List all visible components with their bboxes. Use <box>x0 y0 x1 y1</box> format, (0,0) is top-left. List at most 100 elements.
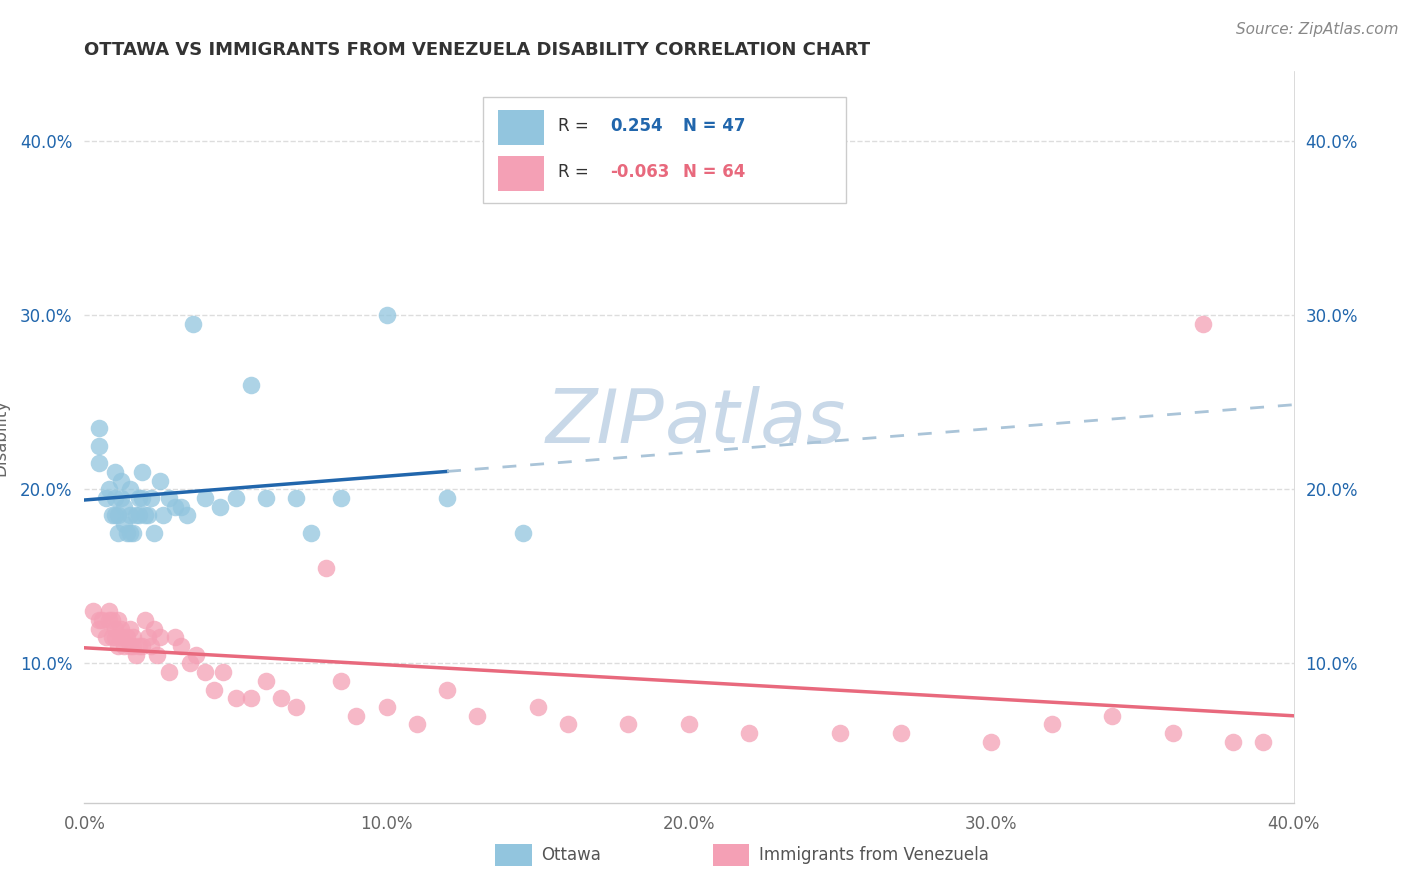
Point <box>107 508 129 523</box>
Point <box>104 508 127 523</box>
Text: OTTAWA VS IMMIGRANTS FROM VENEZUELA DISABILITY CORRELATION CHART: OTTAWA VS IMMIGRANTS FROM VENEZUELA DISA… <box>84 41 870 59</box>
Point <box>890 726 912 740</box>
Point <box>118 622 141 636</box>
Point <box>139 639 162 653</box>
Point <box>110 622 132 636</box>
Point <box>100 508 122 523</box>
Point <box>107 639 129 653</box>
Text: N = 47: N = 47 <box>683 117 745 136</box>
Point <box>82 604 104 618</box>
Point <box>179 657 201 671</box>
Point <box>118 483 141 497</box>
Point <box>128 508 150 523</box>
Point <box>170 639 193 653</box>
Point <box>112 500 135 514</box>
Point <box>1253 735 1275 749</box>
Point <box>285 491 308 505</box>
Point <box>118 525 141 540</box>
Point <box>346 708 368 723</box>
Point <box>89 613 111 627</box>
Point <box>146 648 169 662</box>
Point <box>128 639 150 653</box>
Point <box>406 717 429 731</box>
Text: -0.063: -0.063 <box>610 163 669 181</box>
Point <box>121 631 143 645</box>
Point <box>181 317 204 331</box>
Point <box>1161 726 1184 740</box>
Point <box>330 491 353 505</box>
Point <box>149 631 172 645</box>
Point <box>121 639 143 653</box>
Point <box>104 465 127 479</box>
Point <box>121 525 143 540</box>
Point <box>209 500 232 514</box>
Point <box>136 631 159 645</box>
Point <box>128 491 150 505</box>
Text: Immigrants from Venezuela: Immigrants from Venezuela <box>759 847 988 864</box>
Point <box>202 682 225 697</box>
Y-axis label: Disability: Disability <box>0 399 8 475</box>
FancyBboxPatch shape <box>498 156 544 191</box>
Text: Ottawa: Ottawa <box>541 847 602 864</box>
FancyBboxPatch shape <box>495 845 531 866</box>
Point <box>89 456 111 470</box>
Point <box>375 700 398 714</box>
Point <box>110 474 132 488</box>
Point <box>100 613 122 627</box>
Point <box>118 639 141 653</box>
FancyBboxPatch shape <box>484 97 846 203</box>
Point <box>1040 717 1063 731</box>
Point <box>436 682 458 697</box>
Point <box>254 673 277 688</box>
Point <box>225 491 247 505</box>
Point <box>110 491 132 505</box>
Point <box>97 604 120 618</box>
Point <box>557 717 579 731</box>
Point <box>225 691 247 706</box>
Text: Source: ZipAtlas.com: Source: ZipAtlas.com <box>1236 22 1399 37</box>
Point <box>212 665 235 680</box>
Point <box>131 465 153 479</box>
Point <box>118 508 141 523</box>
Point <box>134 508 156 523</box>
Point <box>285 700 308 714</box>
Point <box>142 525 165 540</box>
Point <box>136 508 159 523</box>
Point <box>97 613 120 627</box>
Point <box>142 622 165 636</box>
Point <box>112 639 135 653</box>
Point <box>330 673 353 688</box>
Point <box>157 665 180 680</box>
Point <box>131 639 153 653</box>
Point <box>104 631 127 645</box>
Point <box>239 691 262 706</box>
Point <box>152 508 174 523</box>
Point <box>186 648 208 662</box>
FancyBboxPatch shape <box>498 110 544 145</box>
Point <box>1192 317 1215 331</box>
Point <box>100 631 122 645</box>
Point <box>125 508 148 523</box>
Point <box>239 377 262 392</box>
Text: ZIP: ZIP <box>546 386 665 458</box>
Point <box>254 491 277 505</box>
Point <box>91 613 114 627</box>
Point <box>194 491 217 505</box>
Point <box>139 491 162 505</box>
Point <box>299 525 322 540</box>
Text: R =: R = <box>558 117 589 136</box>
Point <box>104 622 127 636</box>
Point <box>89 421 111 435</box>
Point <box>107 613 129 627</box>
Point <box>107 525 129 540</box>
Point <box>194 665 217 680</box>
Point <box>830 726 852 740</box>
Point <box>315 560 337 574</box>
Point <box>149 474 172 488</box>
Point <box>1222 735 1244 749</box>
Point <box>131 491 153 505</box>
Point <box>270 691 292 706</box>
Point <box>104 491 127 505</box>
Point <box>165 500 187 514</box>
Point <box>467 708 489 723</box>
